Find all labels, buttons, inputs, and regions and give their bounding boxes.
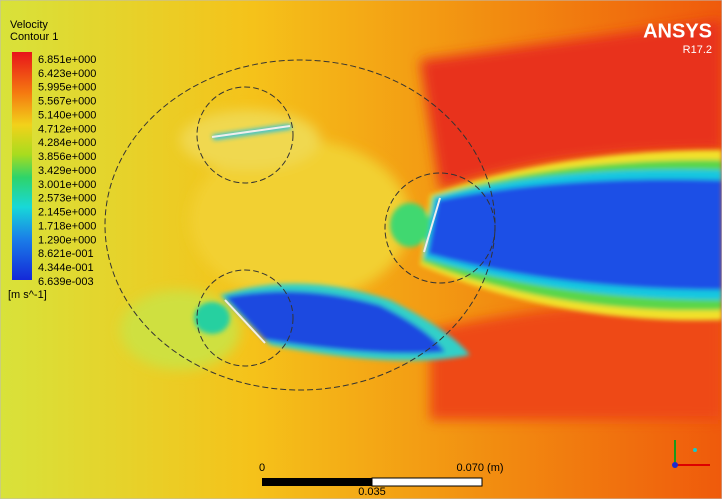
legend-unit: [m s^-1] (8, 289, 47, 301)
legend-level: 3.001e+000 (38, 179, 96, 191)
colorbar (12, 52, 32, 280)
legend-level: 2.145e+000 (38, 207, 96, 219)
scale-start: 0 (259, 462, 265, 474)
legend-level: 5.567e+000 (38, 96, 96, 108)
legend-level: 1.718e+000 (38, 220, 96, 232)
legend-level: 6.423e+000 (38, 68, 96, 80)
legend-level: 5.140e+000 (38, 109, 96, 121)
legend-level: 5.995e+000 (38, 82, 96, 94)
brand-version: R17.2 (683, 44, 712, 56)
scale-bar-left (262, 478, 372, 486)
legend-levels: 6.851e+000 6.423e+000 5.995e+000 5.567e+000… (38, 54, 96, 288)
legend-title: Velocity (10, 19, 48, 31)
legend-level: 1.290e+000 (38, 234, 96, 246)
cfd-view: Velocity Contour 1 6.851e+000 6.423e+000 5… (0, 0, 722, 499)
scale-mid: 0.035 (358, 486, 386, 498)
legend-level: 3.429e+000 (38, 165, 96, 177)
legend-level: 4.712e+000 (38, 123, 96, 135)
legend-level: 4.284e+000 (38, 137, 96, 149)
scale-end: 0.070 (m) (456, 462, 503, 474)
legend-subtitle: Contour 1 (10, 31, 58, 43)
legend-level: 6.851e+000 (38, 54, 96, 66)
legend-level: 8.621e-001 (38, 248, 94, 260)
legend-level: 6.639e-003 (38, 276, 94, 288)
legend-level: 4.344e-001 (38, 262, 94, 274)
brand-name: ANSYS (643, 20, 712, 42)
legend-level: 2.573e+000 (38, 193, 96, 205)
scale-bar-right (372, 478, 482, 486)
legend-level: 3.856e+000 (38, 151, 96, 163)
